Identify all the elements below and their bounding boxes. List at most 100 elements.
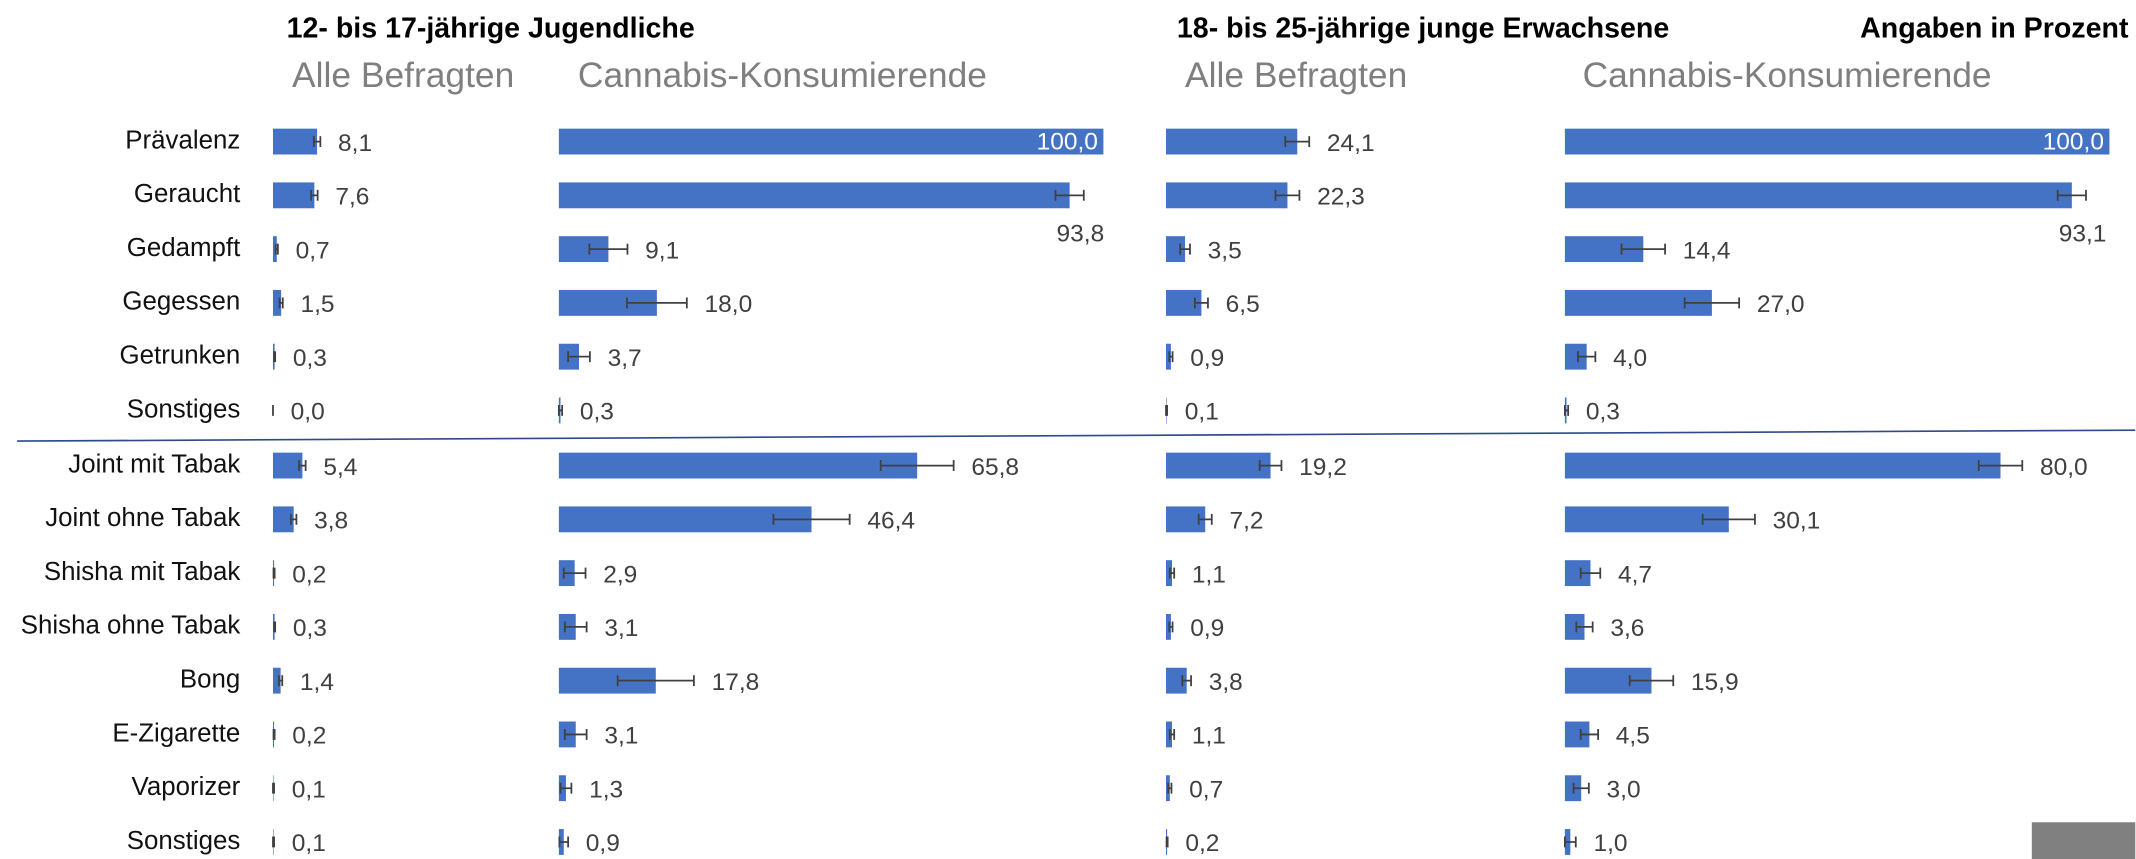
error-bar xyxy=(1683,297,1741,309)
bar xyxy=(1564,452,2001,479)
category-label: Shisha mit Tabak xyxy=(44,558,241,586)
bar xyxy=(1564,343,1587,370)
value-label: 0,2 xyxy=(1185,830,1219,857)
error-bar xyxy=(1564,404,1570,416)
bar xyxy=(1166,182,1288,209)
value-label: 7,6 xyxy=(335,184,369,211)
error-bar xyxy=(1628,675,1675,687)
panel-subtitle: Alle Befragten xyxy=(292,56,514,95)
error-bar xyxy=(557,404,564,416)
error-bar xyxy=(563,728,588,740)
error-bar xyxy=(1197,513,1213,525)
corner-block xyxy=(2031,822,2136,859)
section-divider xyxy=(17,429,2136,442)
panel-subtitle: Alle Befragten xyxy=(1185,56,1407,95)
error-bar xyxy=(273,621,277,633)
value-label: 93,1 xyxy=(2059,220,2107,247)
error-bar xyxy=(1977,460,2024,472)
value-label: 27,0 xyxy=(1757,291,1805,318)
bar xyxy=(1166,128,1298,155)
value-label: 19,2 xyxy=(1299,454,1347,481)
error-bar xyxy=(588,243,629,255)
error-bar xyxy=(1167,782,1173,794)
value-label: 80,0 xyxy=(2040,454,2088,481)
bar xyxy=(558,182,1070,209)
error-bar xyxy=(1168,351,1174,363)
value-label: 100,0 xyxy=(1037,128,1098,155)
category-label: Sonstiges xyxy=(127,395,241,423)
error-bar xyxy=(272,836,275,848)
error-bar xyxy=(290,513,298,525)
error-bar xyxy=(558,836,570,848)
category-label: Gedampft xyxy=(127,234,241,262)
bar xyxy=(1564,182,2072,209)
category-label: Geraucht xyxy=(134,180,240,208)
error-bar xyxy=(1165,836,1169,848)
error-bar xyxy=(1564,836,1577,848)
value-label: 6,5 xyxy=(1226,291,1260,318)
error-bar xyxy=(272,728,276,740)
error-bar xyxy=(1284,136,1311,148)
panel-subtitle: Cannabis-Konsumierende xyxy=(578,56,987,95)
value-label: 3,8 xyxy=(1209,669,1243,696)
error-bar xyxy=(272,567,276,579)
category-label: E-Zigarette xyxy=(112,719,240,747)
value-label: 18,0 xyxy=(705,291,753,318)
category-label: Joint mit Tabak xyxy=(68,450,240,478)
error-bar xyxy=(616,675,695,687)
value-label: 65,8 xyxy=(971,454,1019,481)
value-label: 3,1 xyxy=(604,615,638,642)
value-label: 5,4 xyxy=(323,454,357,481)
category-label: Prävalenz xyxy=(125,126,240,154)
error-bar xyxy=(1258,460,1283,472)
error-bar xyxy=(273,351,277,363)
error-bar xyxy=(1181,675,1192,687)
value-label: 24,1 xyxy=(1327,130,1375,157)
value-label: 3,1 xyxy=(604,723,638,750)
category-label: Gegessen xyxy=(122,288,240,316)
value-label: 3,0 xyxy=(1607,776,1641,803)
value-label: 1,1 xyxy=(1192,723,1226,750)
error-bar xyxy=(1168,567,1176,579)
value-label: 2,9 xyxy=(603,561,637,588)
value-label: 0,2 xyxy=(292,723,326,750)
group-title: 12- bis 17-jährige Jugendliche xyxy=(287,12,695,44)
value-label: 0,9 xyxy=(1190,615,1224,642)
unit-note: Angaben in Prozent xyxy=(1860,12,2129,44)
value-label: 8,1 xyxy=(338,130,372,157)
bar xyxy=(1564,128,2110,155)
error-bar xyxy=(274,243,279,255)
error-bar xyxy=(563,621,588,633)
panel-subtitle: Cannabis-Konsumierende xyxy=(1583,56,1992,95)
error-bar xyxy=(310,189,319,201)
error-bar xyxy=(2056,189,2087,201)
value-label: 3,5 xyxy=(1208,237,1242,264)
value-label: 30,1 xyxy=(1773,508,1821,535)
bar xyxy=(558,452,918,479)
error-bar xyxy=(1579,728,1599,740)
error-bar xyxy=(1179,243,1191,255)
value-label: 14,4 xyxy=(1683,237,1731,264)
group-title: 18- bis 25-jährige junge Erwachsene xyxy=(1177,12,1669,44)
error-bar xyxy=(1572,782,1590,794)
value-label: 1,3 xyxy=(589,776,623,803)
value-label: 93,8 xyxy=(1057,220,1105,247)
bar xyxy=(1564,506,1729,533)
bar xyxy=(272,128,318,155)
error-bar xyxy=(626,297,688,309)
value-label: 0,1 xyxy=(292,830,326,857)
error-bar xyxy=(1165,404,1168,416)
value-label: 1,4 xyxy=(300,669,334,696)
error-bar xyxy=(1575,621,1594,633)
value-label: 1,1 xyxy=(1192,561,1226,588)
category-label: Sonstiges xyxy=(127,827,241,855)
value-label: 0,3 xyxy=(1586,399,1620,426)
error-bar xyxy=(272,782,275,794)
error-bar xyxy=(559,782,573,794)
category-label: Shisha ohne Tabak xyxy=(21,612,241,640)
value-label: 3,8 xyxy=(314,508,348,535)
value-label: 0,1 xyxy=(292,776,326,803)
value-label: 1,5 xyxy=(300,291,334,318)
value-label: 3,7 xyxy=(608,345,642,372)
error-bar xyxy=(772,513,851,525)
